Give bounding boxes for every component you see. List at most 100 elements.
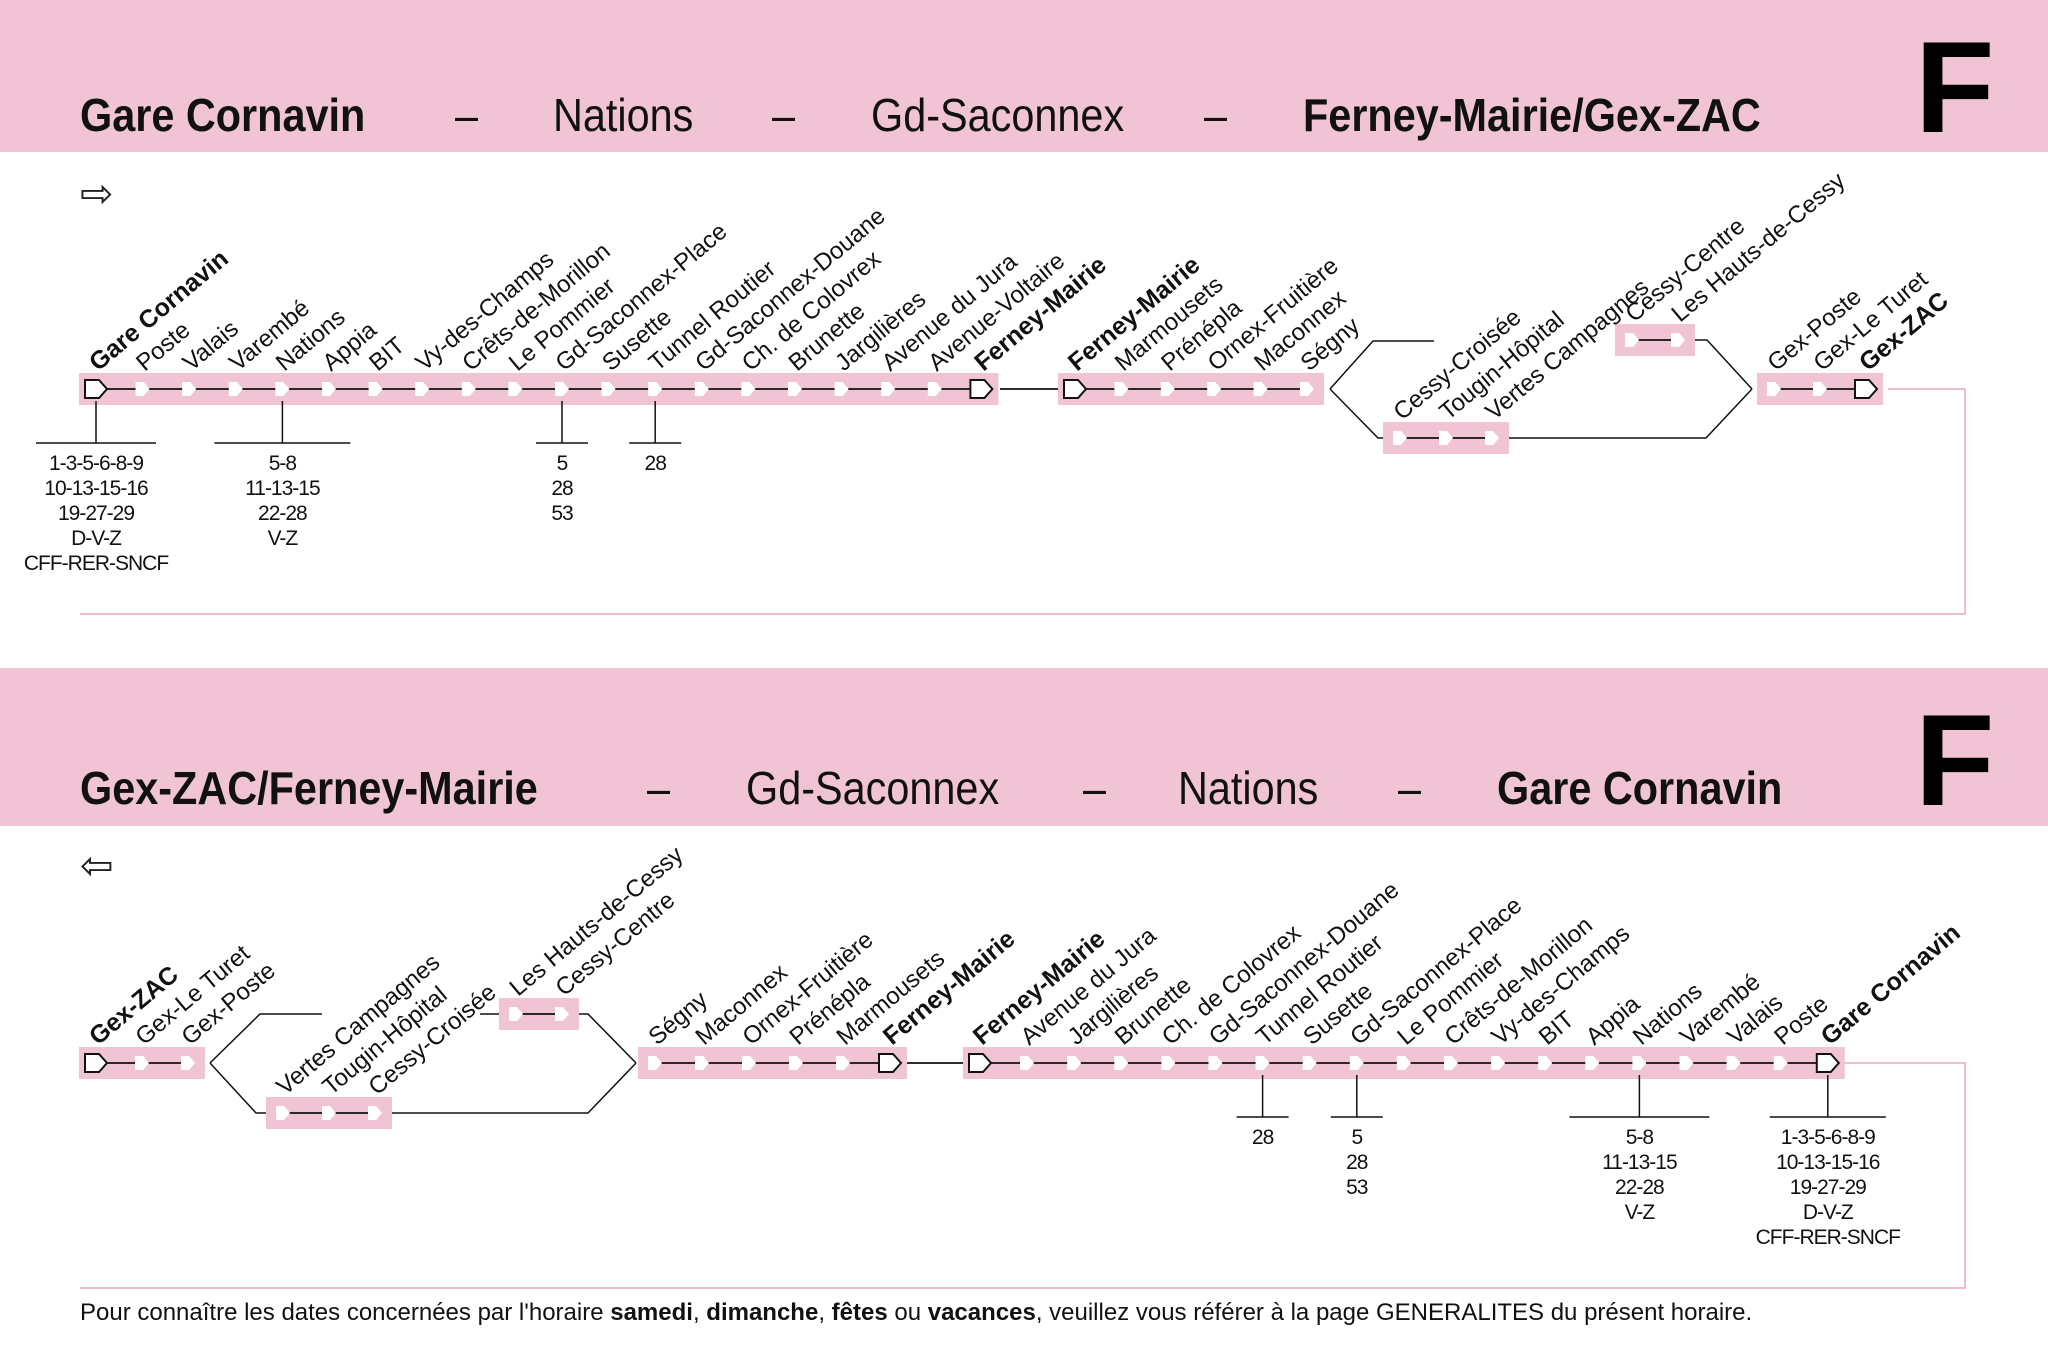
stop-marker-shape [1671, 333, 1685, 347]
stop-marker-shape [1767, 382, 1781, 396]
stop-marker [135, 1056, 149, 1070]
stop-marker [742, 1056, 756, 1070]
stop-marker-shape [1679, 1056, 1694, 1070]
stop-marker-shape [741, 382, 756, 396]
stop-marker [1161, 1056, 1176, 1070]
stop-marker-shape [788, 382, 802, 396]
stop-marker-shape [1485, 431, 1499, 445]
stop-marker-shape [182, 382, 197, 396]
right-arrow-icon: ⇨ [80, 171, 114, 217]
stop-marker [648, 1056, 662, 1070]
stop-marker-shape [1538, 1056, 1553, 1070]
stop-marker-shape [1020, 1056, 1035, 1070]
stop-marker [1585, 1056, 1600, 1070]
stop-marker [789, 1056, 803, 1070]
inbound-line-letter: F [1915, 687, 1995, 833]
stop-marker [322, 1106, 336, 1120]
stop-marker-shape [135, 382, 150, 396]
connection-lines: 5 [557, 452, 568, 475]
stop-marker [1767, 382, 1781, 396]
branch-lower-connector [209, 1062, 637, 1114]
stop-marker-shape [368, 382, 383, 396]
stop-marker [1207, 382, 1222, 396]
outbound-title-part: – [455, 89, 479, 141]
stop-marker [1208, 1056, 1223, 1070]
stop-marker-shape [322, 1106, 336, 1120]
outbound-line-letter: F [1915, 14, 1995, 160]
stop-marker [1439, 431, 1453, 445]
inbound-title-part: Gare Cornavin [1497, 762, 1783, 814]
stop-marker [555, 1007, 569, 1021]
stop-marker-shape [1726, 1056, 1741, 1070]
terminus-marker-shape [1815, 1053, 1841, 1073]
stop-marker [1396, 1056, 1411, 1070]
stop-marker [1671, 333, 1685, 347]
stop-marker [181, 1056, 195, 1070]
stop-marker-shape [1349, 1056, 1364, 1070]
stop-marker-shape [789, 1056, 803, 1070]
terminus-stop-marker [1854, 379, 1879, 399]
connection-lines: D-V-Z [1803, 1201, 1854, 1224]
stop-marker-shape [1773, 1056, 1788, 1070]
connection-lines: 53 [551, 502, 573, 525]
stop-marker-shape [275, 382, 290, 396]
terminus-stop-marker [969, 379, 994, 399]
stop-label: Appia [1581, 990, 1646, 1051]
stop-marker-shape [836, 1056, 850, 1070]
stop-marker-shape [1255, 1056, 1270, 1070]
stop-marker-shape [1491, 1056, 1506, 1070]
stop-marker [881, 382, 896, 396]
stop-marker [275, 382, 290, 396]
stop-marker [228, 382, 243, 396]
connection-lines: 11-13-15 [245, 477, 320, 500]
stop-marker-shape [1208, 1056, 1223, 1070]
stop-marker [555, 382, 569, 396]
stop-marker-shape [322, 382, 336, 396]
terminus-marker-shape [84, 379, 109, 399]
inbound-title-part: Gex-ZAC/Ferney-Mairie [80, 762, 538, 814]
stop-marker-shape [415, 382, 430, 396]
stop-marker [648, 382, 663, 396]
stop-marker [788, 382, 802, 396]
connection-lines: V-Z [1625, 1201, 1656, 1224]
stop-marker-shape [1396, 1056, 1411, 1070]
terminus-marker-shape [968, 1053, 993, 1073]
connection-lines: 53 [1346, 1176, 1368, 1199]
footer-part: fêtes [831, 1299, 888, 1326]
connection-lines: 11-13-15 [1602, 1151, 1677, 1174]
stop-marker [1302, 1056, 1317, 1070]
terminus-stop-marker [1815, 1053, 1841, 1073]
connection-lines: 28 [645, 452, 667, 475]
stop-marker-shape [927, 382, 942, 396]
stop-marker [695, 1056, 709, 1070]
stop-marker [509, 1007, 523, 1021]
stop-marker-shape [368, 1106, 382, 1120]
outbound-route-title: Gare Cornavin – Nations – Gd-Saconnex – … [0, 80, 2048, 150]
stop-marker [1485, 431, 1499, 445]
connection-lines: 5-8 [269, 452, 297, 475]
stop-marker-shape [648, 382, 663, 396]
outbound-title-part: Gare Cornavin [80, 89, 366, 141]
stop-marker [1349, 1056, 1364, 1070]
connection-lines: CFF-RER-SNCF [1756, 1226, 1900, 1249]
stop-marker-shape [1253, 382, 1268, 396]
outbound-header-band [0, 0, 2048, 152]
terminus-marker-shape [1854, 379, 1879, 399]
stop-marker [1393, 431, 1407, 445]
connection-lines: 28 [1252, 1126, 1274, 1149]
inbound-header-band [0, 668, 2048, 826]
stop-marker-shape [1207, 382, 1222, 396]
footer-part: , [818, 1299, 832, 1326]
stop-marker [694, 382, 709, 396]
stop-marker [415, 382, 430, 396]
stop-marker [508, 382, 523, 396]
stop-marker [276, 1106, 290, 1120]
stop-marker-shape [695, 1056, 709, 1070]
inbound-title-part: – [647, 762, 671, 814]
stop-marker-shape [135, 1056, 149, 1070]
stop-marker [1160, 382, 1175, 396]
stop-marker-shape [1067, 1056, 1082, 1070]
connection-lines: CFF-RER-SNCF [24, 552, 168, 575]
terminus-marker-shape [84, 1053, 109, 1073]
footer-part: dimanche [706, 1299, 819, 1326]
